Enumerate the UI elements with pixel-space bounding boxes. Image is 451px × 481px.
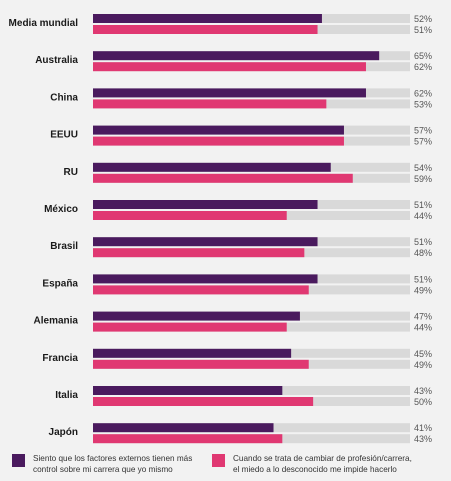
value-label-mexico-series-1: 51%	[414, 200, 432, 210]
value-label-media-mundial-series-1: 52%	[414, 14, 432, 24]
value-label-brasil-series-1: 51%	[414, 237, 432, 247]
value-label-ru-series-2: 59%	[414, 174, 432, 184]
bar-italia-series-2	[93, 397, 314, 406]
bar-espana-series-2	[93, 285, 309, 295]
bar-brasil-series-1	[93, 237, 318, 247]
bar-brasil-series-2	[93, 248, 305, 258]
bar-espana-series-1	[93, 274, 318, 284]
value-label-australia-series-2: 62%	[414, 62, 432, 72]
category-label-eeuu: EEUU	[50, 130, 78, 141]
bar-mexico-series-2	[93, 211, 287, 220]
bar-japon-series-2	[93, 434, 283, 444]
value-label-italia-series-2: 50%	[414, 397, 432, 407]
bar-australia-series-1	[93, 51, 380, 61]
category-label-media-mundial: Media mundial	[9, 18, 79, 29]
bar-chart: Media mundial 52%51%Australia 65%62%China 6…	[9, 14, 432, 444]
category-label-italia: Italia	[55, 390, 78, 401]
legend-label-series-1: Siento que los factores externos tienen …	[33, 454, 193, 474]
category-label-francia: Francia	[42, 353, 78, 364]
bar-china-series-2	[93, 99, 327, 109]
category-label-ru: RU	[64, 167, 78, 178]
bar-francia-series-1	[93, 348, 292, 358]
bar-eeuu-series-1	[93, 125, 344, 135]
category-label-china: China	[50, 92, 78, 103]
value-label-brasil-series-2: 48%	[414, 248, 432, 258]
value-label-ru-series-1: 54%	[414, 163, 432, 173]
category-label-espana: España	[42, 278, 78, 289]
bar-ru-series-1	[93, 162, 331, 172]
value-label-china-series-1: 62%	[414, 88, 432, 98]
value-label-media-mundial-series-2: 51%	[414, 25, 432, 35]
bar-china-series-1	[93, 88, 366, 98]
legend-item-series-1: Siento que los factores externos tienen …	[12, 453, 192, 475]
category-label-japon: Japón	[49, 427, 78, 438]
value-label-francia-series-1: 45%	[414, 349, 432, 359]
value-label-espana-series-2: 49%	[414, 285, 432, 295]
value-label-china-series-2: 53%	[414, 99, 432, 109]
legend: Siento que los factores externos tienen …	[0, 449, 451, 481]
legend-item-series-2: Cuando se trata de cambiar de profesión/…	[212, 453, 412, 475]
bar-australia-series-2	[93, 62, 366, 72]
value-label-francia-series-2: 49%	[414, 360, 432, 370]
bar-japon-series-1	[93, 423, 274, 433]
bar-media-mundial-series-1	[93, 14, 322, 23]
legend-label-series-2: Cuando se trata de cambiar de profesión/…	[233, 454, 412, 474]
category-label-australia: Australia	[35, 55, 78, 66]
bar-alemania-series-2	[93, 322, 287, 332]
bar-italia-series-1	[93, 386, 283, 395]
category-label-alemania: Alemania	[34, 316, 79, 327]
value-label-australia-series-1: 65%	[414, 51, 432, 61]
value-label-alemania-series-1: 47%	[414, 312, 432, 322]
bar-mexico-series-1	[93, 200, 318, 209]
bar-francia-series-2	[93, 359, 309, 369]
bar-alemania-series-1	[93, 311, 300, 321]
category-label-mexico: México	[44, 204, 78, 215]
value-label-japon-series-1: 41%	[414, 423, 432, 433]
bar-media-mundial-series-2	[93, 25, 318, 34]
value-label-eeuu-series-2: 57%	[414, 137, 432, 147]
value-label-eeuu-series-1: 57%	[414, 126, 432, 136]
legend-swatch-series-2	[212, 454, 225, 467]
value-label-italia-series-1: 43%	[414, 386, 432, 396]
value-label-mexico-series-2: 44%	[414, 211, 432, 221]
value-label-espana-series-1: 51%	[414, 274, 432, 284]
bar-eeuu-series-2	[93, 136, 344, 146]
value-label-japon-series-2: 43%	[414, 434, 432, 444]
legend-swatch-series-1	[12, 454, 25, 467]
value-label-alemania-series-2: 44%	[414, 323, 432, 333]
bar-ru-series-2	[93, 173, 353, 183]
category-label-brasil: Brasil	[50, 241, 78, 252]
